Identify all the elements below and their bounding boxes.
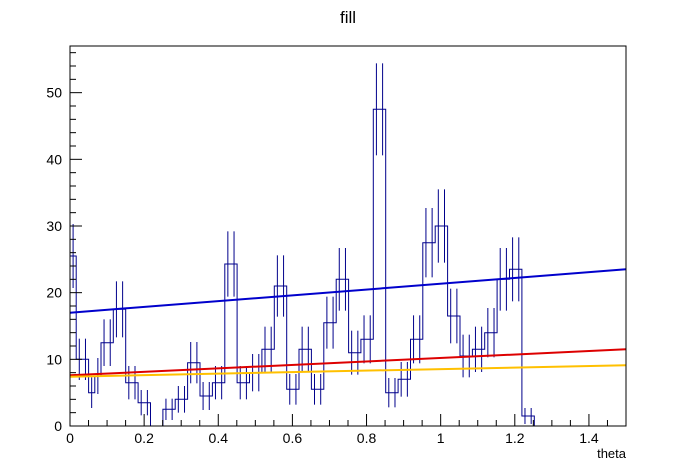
fit-line-2 [69, 348, 627, 377]
histogram-outline [69, 108, 541, 427]
plot-frame [69, 45, 627, 427]
fit-line-1 [69, 268, 627, 314]
x-tick-label: 0.4 [209, 430, 229, 446]
y-tick-label: 0 [54, 418, 62, 434]
y-tick-label: 10 [46, 351, 62, 367]
y-tick-label: 20 [46, 285, 62, 301]
y-tick-label: 50 [46, 85, 62, 101]
x-tick-label: 1 [437, 430, 445, 446]
x-axis-label: theta [597, 446, 627, 461]
x-tick-label: 0.8 [357, 430, 377, 446]
chart-title: fill [340, 8, 356, 27]
x-tick-label: 1.2 [505, 430, 525, 446]
x-tick-label: 1.4 [579, 430, 599, 446]
y-tick-label: 40 [46, 151, 62, 167]
y-tick-label: 30 [46, 218, 62, 234]
fit-line-3 [69, 364, 627, 378]
x-tick-label: 0 [66, 430, 74, 446]
axes: 0 0.2 0.4 0.6 0.8 1 1.2 1.4 0 10 20 30 40 50 [46, 45, 627, 446]
x-tick-label: 0.6 [283, 430, 303, 446]
x-tick-label: 0.2 [134, 430, 154, 446]
plot-area [69, 63, 627, 427]
